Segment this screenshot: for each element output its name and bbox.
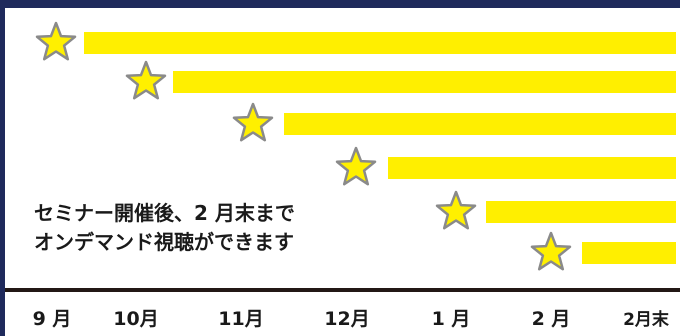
month-label: 9 月 (33, 308, 72, 330)
availability-bar (582, 242, 676, 264)
caption-line-2: オンデマンド視聴ができます (34, 230, 294, 254)
star-icon (335, 146, 377, 186)
timeline-rows (35, 21, 676, 271)
star-icon (530, 231, 572, 271)
month-label: 2月末 (623, 309, 670, 330)
availability-bar (284, 113, 676, 135)
caption-line-1: セミナー開催後、2 月末まで (34, 201, 295, 225)
star-icon (35, 21, 77, 61)
star-icon (232, 102, 274, 142)
month-label: 11月 (218, 308, 263, 330)
star-icon (125, 60, 167, 100)
availability-bar (388, 157, 676, 179)
availability-bar (84, 32, 676, 54)
month-labels: 9 月 10月 11月 12月 1 月 2 月 2月末 (33, 308, 670, 330)
frame-top-border (0, 0, 680, 8)
month-label: 2 月 (532, 308, 571, 330)
star-icon (435, 190, 477, 230)
month-label: 12月 (324, 308, 369, 330)
frame-left-border (0, 0, 5, 336)
availability-bar (486, 201, 676, 223)
month-label: 1 月 (432, 308, 471, 330)
availability-bar (173, 71, 676, 93)
month-label: 10月 (113, 308, 158, 330)
ondemand-caption: セミナー開催後、2 月末まで オンデマンド視聴ができます (34, 199, 295, 257)
